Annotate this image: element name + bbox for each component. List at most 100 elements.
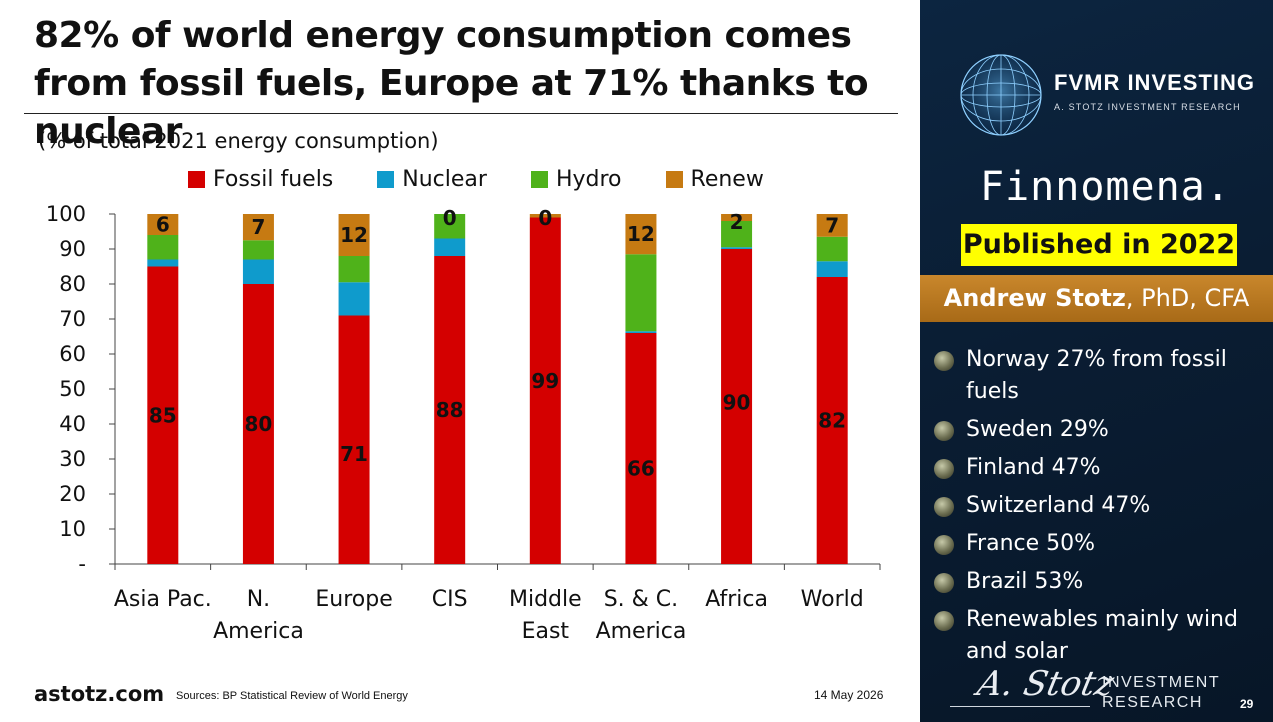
y-tick-label: 100	[46, 202, 86, 226]
bullet-icon	[934, 573, 954, 593]
slide-title: 82% of world energy consumption comes fr…	[34, 15, 869, 152]
bullet-item: Brazil 53%	[934, 566, 1264, 598]
data-label: 99	[531, 369, 559, 393]
bar-segment	[338, 256, 370, 283]
bar-segment	[816, 214, 848, 237]
data-label: 2	[730, 210, 744, 234]
country-fossil-list: Norway 27% from fossil fuels Sweden 29% Fi…	[934, 344, 1264, 674]
legend-label: Renew	[690, 166, 764, 192]
bullet-text: Brazil 53%	[966, 569, 1084, 594]
brand-name: FVMR INVESTING	[1054, 70, 1256, 95]
research-label-line2: RESEARCH	[1102, 694, 1203, 711]
x-tick-label: East	[522, 619, 570, 644]
y-tick-label: 20	[59, 482, 86, 506]
data-label: 0	[538, 206, 552, 230]
data-label: 7	[825, 213, 839, 237]
y-tick-label: 60	[59, 342, 86, 366]
x-tick-label: World	[801, 587, 864, 612]
bar-segment	[721, 221, 753, 248]
author-credentials: , PhD, CFA	[1125, 284, 1250, 312]
y-tick-label: 80	[59, 272, 86, 296]
chart-legend: Fossil fuels Nuclear Hydro Renew	[188, 165, 808, 193]
y-tick-label: 10	[59, 517, 86, 541]
x-tick-label: Middle	[509, 587, 582, 612]
data-label: 88	[436, 398, 464, 422]
bar-segment	[434, 214, 466, 239]
bar-segment	[721, 214, 753, 221]
legend-swatch	[188, 170, 205, 188]
x-tick-label: CIS	[432, 587, 468, 612]
data-label: 12	[340, 223, 368, 247]
author-banner: Andrew Stotz, PhD, CFA	[920, 275, 1273, 322]
bullet-icon	[934, 611, 954, 631]
y-tick-label: 50	[59, 377, 86, 401]
bullet-icon	[934, 535, 954, 555]
bullet-text: Norway 27% from fossil fuels	[966, 347, 1227, 404]
bullet-text: Switzerland 47%	[966, 493, 1151, 518]
data-label: 90	[723, 391, 751, 415]
bar-segment	[625, 214, 657, 255]
legend-label: Fossil fuels	[213, 166, 334, 192]
bar-segment	[147, 235, 179, 260]
bar-segment	[242, 259, 274, 284]
globe-logo-icon	[960, 54, 1042, 136]
data-label: 82	[818, 409, 846, 433]
y-tick-label: 30	[59, 447, 86, 471]
signature-underline	[950, 706, 1090, 707]
footer-website[interactable]: astotz.com	[34, 682, 165, 706]
legend-label: Nuclear	[402, 166, 487, 192]
legend-item: Fossil fuels	[188, 167, 333, 192]
bullet-text: Sweden 29%	[966, 417, 1109, 442]
bullet-item: Sweden 29%	[934, 414, 1264, 446]
bar-segment	[242, 214, 274, 241]
bullet-icon	[934, 497, 954, 517]
data-label: 80	[245, 412, 273, 436]
data-label: 6	[156, 213, 170, 237]
bar-segment	[147, 259, 179, 267]
legend-swatch	[665, 170, 683, 188]
bar-segment	[816, 261, 848, 277]
bullet-item: Finland 47%	[934, 452, 1264, 484]
bullet-icon	[934, 351, 954, 371]
data-label: 85	[149, 403, 177, 427]
y-tick-label: 40	[59, 412, 86, 436]
bar-segment	[816, 277, 848, 564]
bullet-text: Renewables mainly wind and solar	[966, 607, 1238, 664]
data-label: 12	[627, 222, 655, 246]
legend-item: Renew	[665, 166, 764, 192]
page-number: 29	[1240, 697, 1254, 711]
partner-logo: Finnomena.	[980, 164, 1231, 210]
bar-segment	[721, 249, 753, 564]
x-tick-label: Asia Pac.	[114, 587, 212, 612]
bar-segment	[147, 214, 179, 235]
published-badge: Published in 2022	[961, 224, 1237, 266]
brand-sidebar: FVMR INVESTING A. STOTZ INVESTMENT RESEA…	[920, 0, 1273, 722]
bullet-item: Renewables mainly wind and solar	[934, 604, 1264, 668]
data-label: 0	[443, 206, 457, 230]
bar-segment	[816, 236, 848, 262]
bullet-item: France 50%	[934, 528, 1264, 560]
bullet-icon	[934, 459, 954, 479]
bar-segment	[625, 333, 657, 564]
bullet-item: Switzerland 47%	[934, 490, 1264, 522]
x-tick-label: S. & C.	[604, 587, 678, 612]
legend-item: Hydro	[530, 166, 622, 192]
bullet-icon	[934, 421, 954, 441]
data-label: 7	[251, 215, 265, 239]
bar-segment	[721, 247, 753, 249]
bar-segment	[529, 217, 561, 564]
legend-swatch	[530, 170, 548, 188]
x-tick-label: America	[596, 619, 687, 644]
bar-segment	[147, 266, 179, 564]
footer-sources: Sources: BP Statistical Review of World …	[176, 690, 408, 702]
bar-segment	[529, 214, 561, 218]
data-label: 66	[627, 457, 655, 481]
bar-segment	[625, 254, 657, 332]
author-name: Andrew Stotz	[943, 284, 1126, 312]
legend-label: Hydro	[555, 166, 622, 192]
x-tick-label: N.	[247, 587, 270, 612]
bar-segment	[242, 240, 274, 260]
bar-segment	[242, 284, 274, 564]
data-label: 71	[340, 442, 368, 466]
